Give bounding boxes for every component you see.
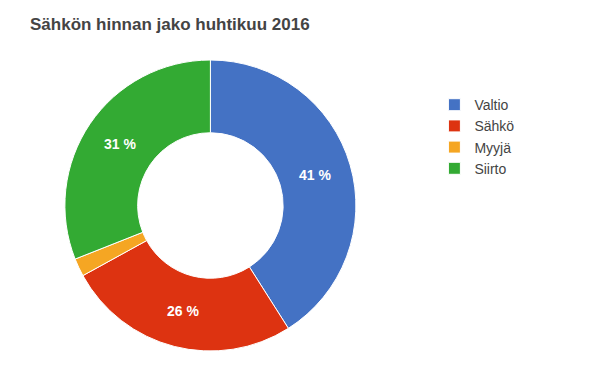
svg-text:Valtio: Valtio — [474, 97, 508, 113]
svg-text:26 %: 26 % — [167, 303, 199, 319]
svg-text:41 %: 41 % — [299, 167, 331, 183]
svg-text:Sähkö: Sähkö — [474, 118, 514, 134]
svg-text:Myyjä: Myyjä — [474, 140, 511, 156]
svg-text:31 %: 31 % — [104, 136, 136, 152]
svg-text:Sähkön hinnan jako huhtikuu 20: Sähkön hinnan jako huhtikuu 2016 — [30, 15, 310, 34]
svg-text:Siirto: Siirto — [474, 161, 506, 177]
